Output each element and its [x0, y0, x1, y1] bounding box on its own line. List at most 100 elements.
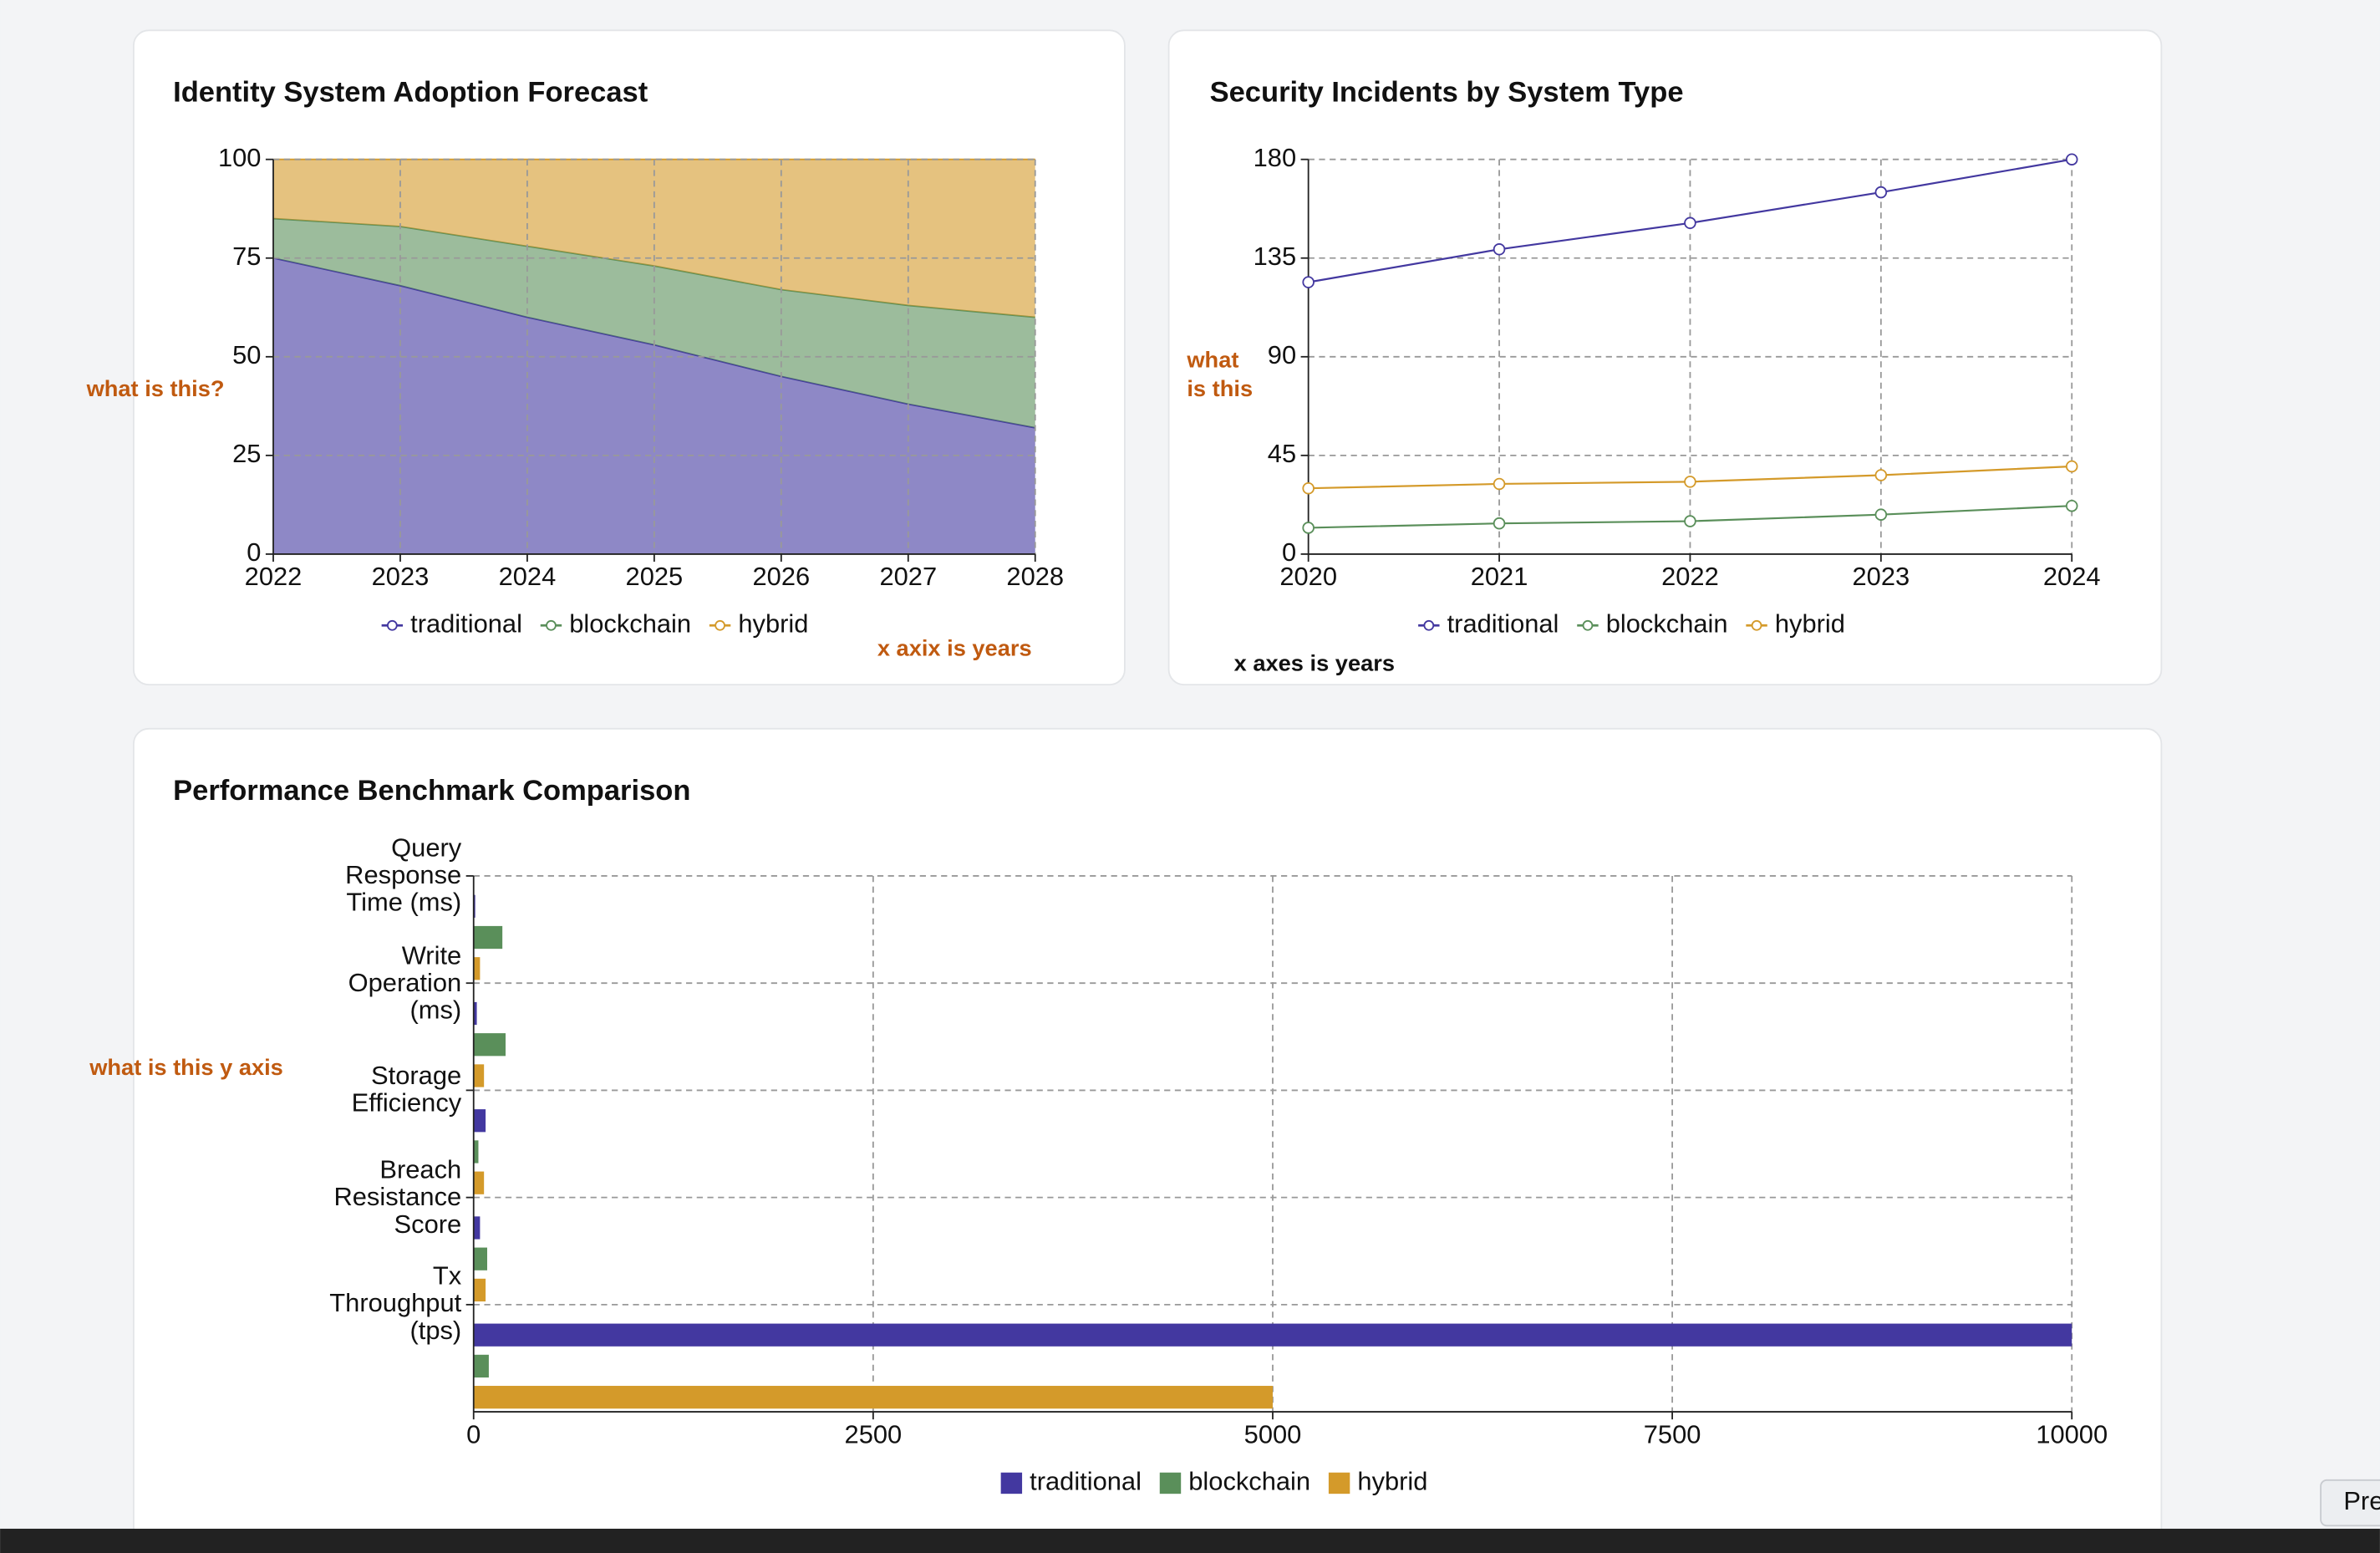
bar: [473, 1247, 487, 1270]
y-tick-label: Breach Resistance Score: [333, 1154, 462, 1239]
point: [1493, 517, 1506, 530]
legend-swatch: [715, 619, 725, 631]
point: [1684, 216, 1696, 230]
legend-swatch: [1582, 619, 1594, 631]
legend-label: traditional: [1030, 1467, 1142, 1496]
legend-swatch: [1423, 619, 1435, 631]
y-tick-label-box: Storage Efficiency: [351, 1061, 462, 1118]
annotation: x axix is years: [877, 635, 1032, 661]
x-tick-label: 2022: [1661, 562, 1719, 591]
bar: [473, 1216, 481, 1240]
button[interactable]: [2320, 1479, 2380, 1527]
y-tick-label: 135: [1254, 242, 1297, 271]
bar: [473, 1033, 506, 1057]
y-tick-label-box: Breach Resistance Score: [333, 1154, 462, 1239]
y-tick-label-box: Query Response Time (ms): [345, 833, 462, 918]
point: [1874, 469, 1888, 481]
point: [1684, 476, 1696, 488]
button-label[interactable]: Pre: [2343, 1486, 2380, 1515]
legend-label: hybrid: [1357, 1467, 1427, 1496]
point: [1493, 477, 1506, 491]
bar: [473, 894, 475, 918]
x-tick-label: 2022: [245, 562, 303, 591]
point: [1302, 481, 1315, 495]
legend: traditional blockchain hybrid: [1418, 608, 1845, 638]
bar: [473, 1140, 479, 1163]
x-tick-label: 0: [466, 1419, 481, 1449]
x-tick-label: 2028: [1006, 562, 1064, 591]
point: [2065, 460, 2078, 473]
legend-label: blockchain: [569, 608, 691, 638]
y-tick-label: 0: [1282, 537, 1296, 567]
legend-label: hybrid: [738, 608, 808, 638]
bar: [473, 1386, 1273, 1409]
bar: [473, 1109, 486, 1133]
legend-swatch: [386, 619, 398, 631]
y-tick-label: Write Operation (ms): [348, 940, 462, 1025]
legend-swatch: [1328, 1472, 1350, 1494]
x-tick-label: 2500: [845, 1419, 903, 1449]
point: [1874, 508, 1888, 521]
bar: [473, 1171, 485, 1194]
legend-label: traditional: [410, 608, 522, 638]
y-tick-label: Tx Throughput (tps): [329, 1261, 462, 1346]
bar: [473, 1354, 489, 1378]
x-tick-label: 2026: [753, 562, 811, 591]
y-tick-label: 50: [232, 340, 261, 369]
y-tick-label: Storage Efficiency: [351, 1061, 462, 1118]
x-tick-label: 2023: [1853, 562, 1910, 591]
annotation-box: what is this: [1187, 347, 1254, 403]
annotation: what is this?: [86, 375, 225, 401]
x-tick-label: 5000: [1244, 1419, 1302, 1449]
legend-swatch: [1159, 1472, 1182, 1494]
x-tick-label: 2024: [2043, 562, 2101, 591]
bar: [473, 925, 503, 950]
point: [1874, 186, 1888, 199]
y-tick-label-box: Tx Throughput (tps): [329, 1261, 462, 1346]
x-tick-label: 10000: [2036, 1419, 2108, 1449]
chart-title: Identity System Adoption Forecast: [173, 77, 648, 109]
bar: [473, 1323, 2072, 1347]
y-tick-label: 180: [1254, 143, 1297, 172]
point: [1302, 522, 1315, 534]
legend-swatch: [1000, 1472, 1023, 1494]
point: [1302, 276, 1315, 288]
y-tick-label: 75: [232, 242, 261, 271]
x-tick-label: 2023: [372, 562, 430, 591]
annotation: what is this: [1187, 347, 1254, 403]
x-tick-label: 2025: [626, 562, 684, 591]
legend-label: hybrid: [1775, 608, 1845, 638]
annotation: what is this y axis: [89, 1054, 283, 1080]
legend-label: traditional: [1447, 608, 1559, 638]
y-tick-label: 100: [218, 143, 262, 172]
x-tick-label: 7500: [1644, 1419, 1701, 1449]
bar: [473, 1278, 486, 1302]
legend-label: blockchain: [1188, 1467, 1310, 1496]
legend-swatch: [546, 619, 557, 631]
taskbar: [0, 1528, 2380, 1553]
bar: [473, 1064, 485, 1087]
point: [1493, 242, 1506, 256]
chart-title: Performance Benchmark Comparison: [173, 775, 690, 807]
legend: traditional blockchain hybrid: [1000, 1467, 1427, 1496]
y-tick-label: 0: [247, 537, 261, 567]
chart-title: Security Incidents by System Type: [1210, 77, 1684, 109]
point: [2065, 499, 2078, 512]
y-tick-label: Query Response Time (ms): [345, 833, 462, 918]
legend-swatch: [1751, 619, 1762, 631]
y-tick-label-box: Write Operation (ms): [348, 940, 462, 1025]
y-tick-label: 25: [232, 439, 261, 468]
y-tick-label: 90: [1268, 340, 1296, 369]
bar: [473, 1001, 477, 1026]
x-tick-label: 2020: [1279, 562, 1337, 591]
legend: traditional blockchain hybrid: [381, 608, 808, 638]
x-tick-label: 2021: [1471, 562, 1528, 591]
x-tick-label: 2024: [499, 562, 557, 591]
annotation: x axes is years: [1234, 650, 1395, 676]
x-tick-label: 2027: [879, 562, 937, 591]
point: [2065, 153, 2078, 165]
bar: [473, 957, 481, 980]
y-tick-label: 45: [1268, 439, 1296, 468]
